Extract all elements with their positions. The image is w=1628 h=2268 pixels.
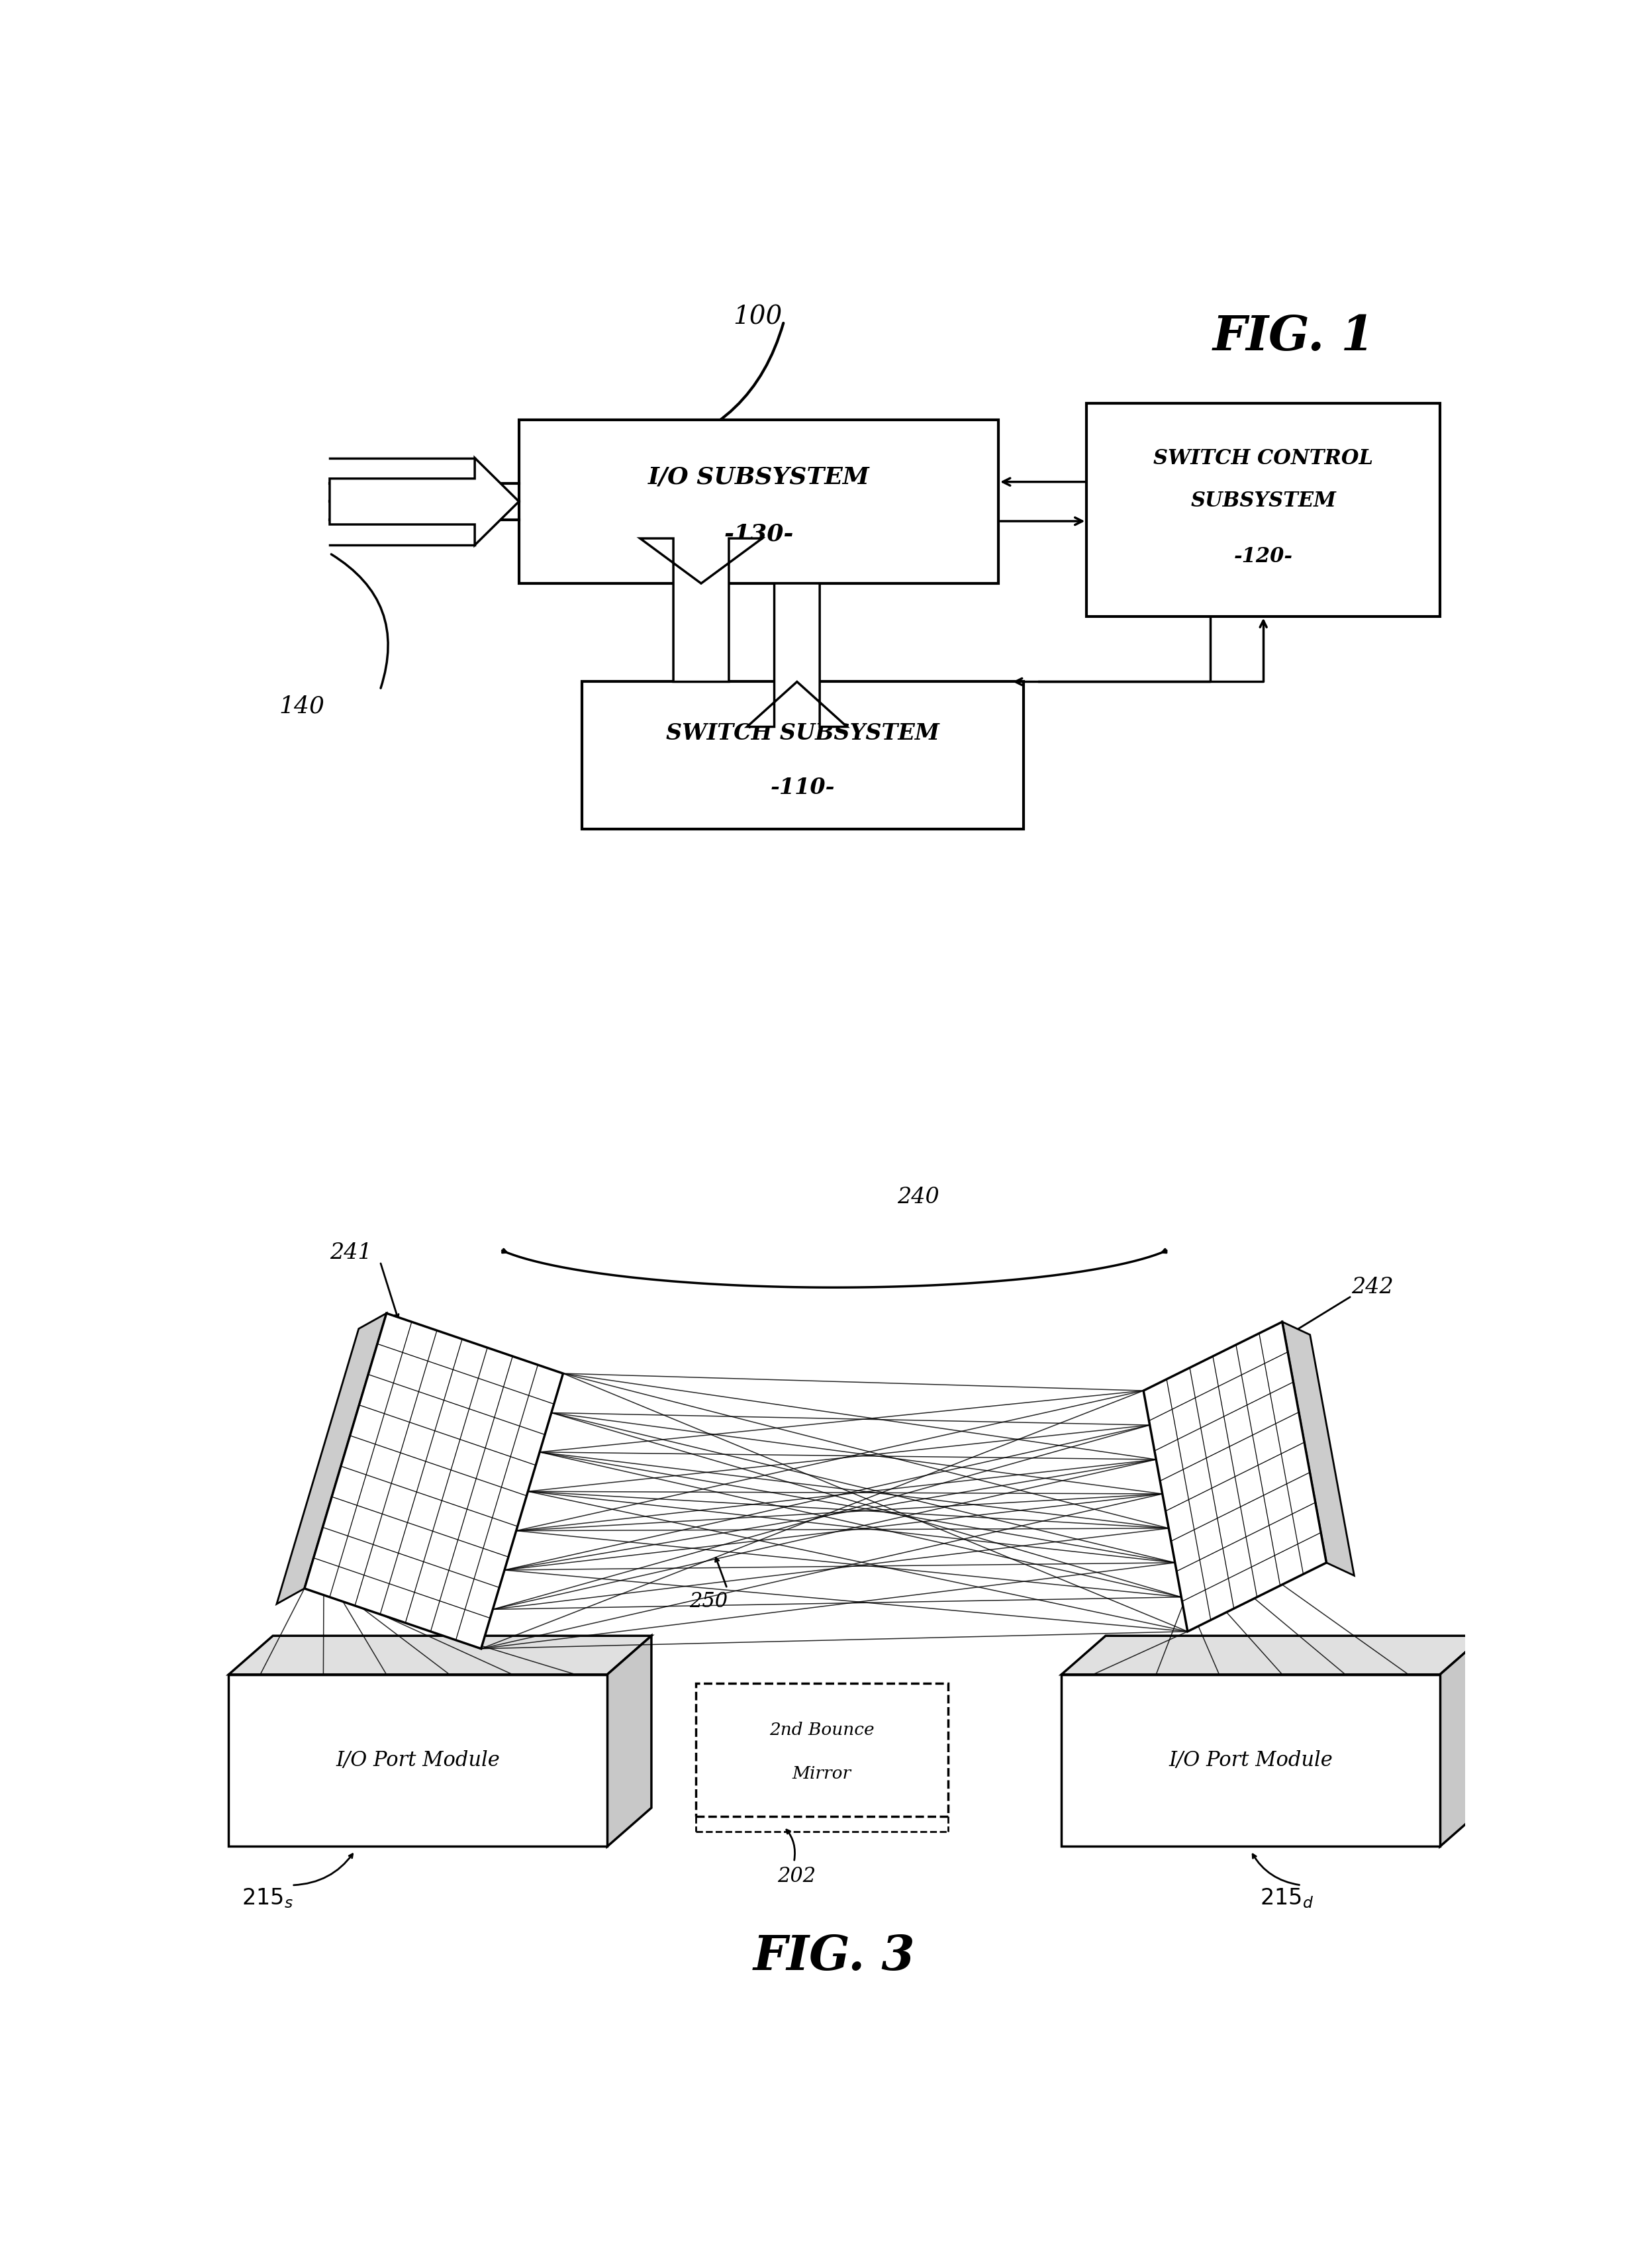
Text: FIG. 1: FIG. 1 xyxy=(1213,313,1374,361)
Polygon shape xyxy=(607,1635,651,1846)
Text: SWITCH CONTROL: SWITCH CONTROL xyxy=(1153,449,1374,469)
FancyBboxPatch shape xyxy=(519,420,998,583)
Text: 240: 240 xyxy=(897,1186,939,1209)
Text: 241: 241 xyxy=(329,1243,371,1263)
Text: -130-: -130- xyxy=(724,524,793,547)
Text: Mirror: Mirror xyxy=(793,1765,851,1783)
FancyBboxPatch shape xyxy=(1061,1674,1439,1846)
Text: I/O SUBSYSTEM: I/O SUBSYSTEM xyxy=(648,465,869,488)
Text: 2nd Bounce: 2nd Bounce xyxy=(768,1721,874,1737)
Polygon shape xyxy=(1439,1635,1485,1846)
Polygon shape xyxy=(1283,1322,1354,1576)
Text: $215_s$: $215_s$ xyxy=(241,1887,293,1910)
Polygon shape xyxy=(329,458,519,544)
Text: SUBSYSTEM: SUBSYSTEM xyxy=(1190,490,1337,513)
Text: -110-: -110- xyxy=(770,778,835,798)
Text: I/O Port Module: I/O Port Module xyxy=(1169,1751,1333,1771)
Polygon shape xyxy=(1061,1635,1485,1674)
Text: 242: 242 xyxy=(1351,1277,1394,1297)
Polygon shape xyxy=(640,538,762,683)
FancyBboxPatch shape xyxy=(695,1683,947,1817)
Polygon shape xyxy=(277,1313,386,1603)
FancyBboxPatch shape xyxy=(228,1674,607,1846)
Polygon shape xyxy=(747,583,847,726)
Text: 100: 100 xyxy=(733,304,783,329)
Text: $215_d$: $215_d$ xyxy=(1260,1887,1314,1910)
Text: 202: 202 xyxy=(778,1867,816,1887)
Text: I/O Port Module: I/O Port Module xyxy=(335,1751,500,1771)
Text: SWITCH SUBSYSTEM: SWITCH SUBSYSTEM xyxy=(666,723,939,744)
Polygon shape xyxy=(228,1635,651,1674)
FancyBboxPatch shape xyxy=(1088,404,1439,617)
FancyBboxPatch shape xyxy=(583,683,1024,830)
Text: -120-: -120- xyxy=(1234,547,1293,567)
Polygon shape xyxy=(1143,1322,1327,1631)
Text: 250: 250 xyxy=(689,1592,728,1613)
Text: FIG. 3: FIG. 3 xyxy=(754,1932,915,1980)
Text: 140: 140 xyxy=(280,694,326,717)
Polygon shape xyxy=(304,1313,563,1649)
